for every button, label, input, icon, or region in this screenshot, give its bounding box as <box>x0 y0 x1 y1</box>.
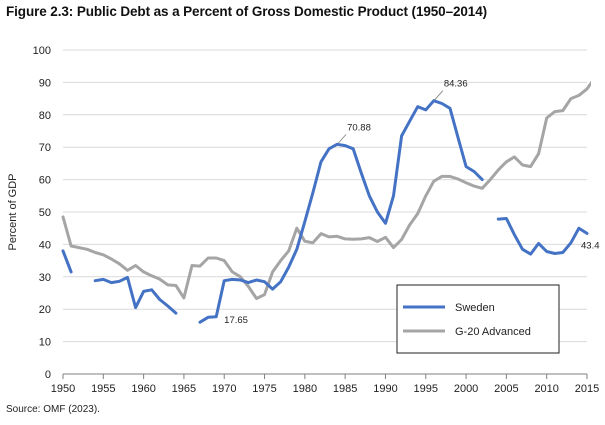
series-sweden <box>61 99 589 324</box>
series-line-segment <box>61 249 73 274</box>
legend-label: Sweden <box>455 302 495 314</box>
chart-title: Figure 2.3: Public Debt as a Percent of … <box>6 4 488 19</box>
series-line-segment <box>93 275 178 315</box>
annotation-label: 84.36 <box>444 79 468 90</box>
y-tick-label-60: 60 <box>39 175 51 187</box>
series-line-segment <box>61 80 591 300</box>
y-tick-label-80: 80 <box>39 110 51 122</box>
x-tick-label-2005: 2005 <box>494 383 518 395</box>
legend-label: G-20 Advanced <box>455 326 531 338</box>
y-tick-label-100: 100 <box>33 45 51 57</box>
y-tick-label-20: 20 <box>39 304 51 316</box>
y-tick-label-90: 90 <box>39 77 51 89</box>
x-tick-label-1995: 1995 <box>414 383 438 395</box>
source-note: Source: OMF (2023). <box>6 404 100 415</box>
annotation-leader <box>434 90 444 100</box>
y-tick-label-40: 40 <box>39 239 51 251</box>
annotation-label: 43.4 <box>581 240 600 251</box>
x-tick-label-2010: 2010 <box>534 383 558 395</box>
y-tick-label-70: 70 <box>39 142 51 154</box>
x-tick-label-1990: 1990 <box>373 383 397 395</box>
y-tick-label-0: 0 <box>45 369 51 381</box>
x-tick-label-1985: 1985 <box>333 383 357 395</box>
y-tick-label-50: 50 <box>39 207 51 219</box>
x-tick-label-1955: 1955 <box>91 383 115 395</box>
legend-box <box>396 284 560 354</box>
x-tick-label-1960: 1960 <box>131 383 155 395</box>
annotation-label: 17.65 <box>224 315 248 326</box>
y-tick-label-30: 30 <box>39 272 51 284</box>
x-tick-label-2015: 2015 <box>575 383 599 395</box>
x-tick-label-1970: 1970 <box>212 383 236 395</box>
legend: Sweden G-20 Advanced <box>396 284 560 354</box>
annotation-leader <box>337 134 347 144</box>
series-line-segment <box>496 217 589 256</box>
y-tick-label-10: 10 <box>39 337 51 349</box>
x-tick-label-1980: 1980 <box>293 383 317 395</box>
x-tick-label-2000: 2000 <box>454 383 478 395</box>
series-line-segment <box>198 99 484 324</box>
y-axis-title: Percent of GDP <box>7 173 19 250</box>
x-tick-label-1965: 1965 <box>172 383 196 395</box>
annotation-label: 70.88 <box>347 122 371 133</box>
series-g-20-advanced <box>61 80 591 300</box>
x-tick-label-1950: 1950 <box>51 383 75 395</box>
x-tick-label-1975: 1975 <box>252 383 276 395</box>
